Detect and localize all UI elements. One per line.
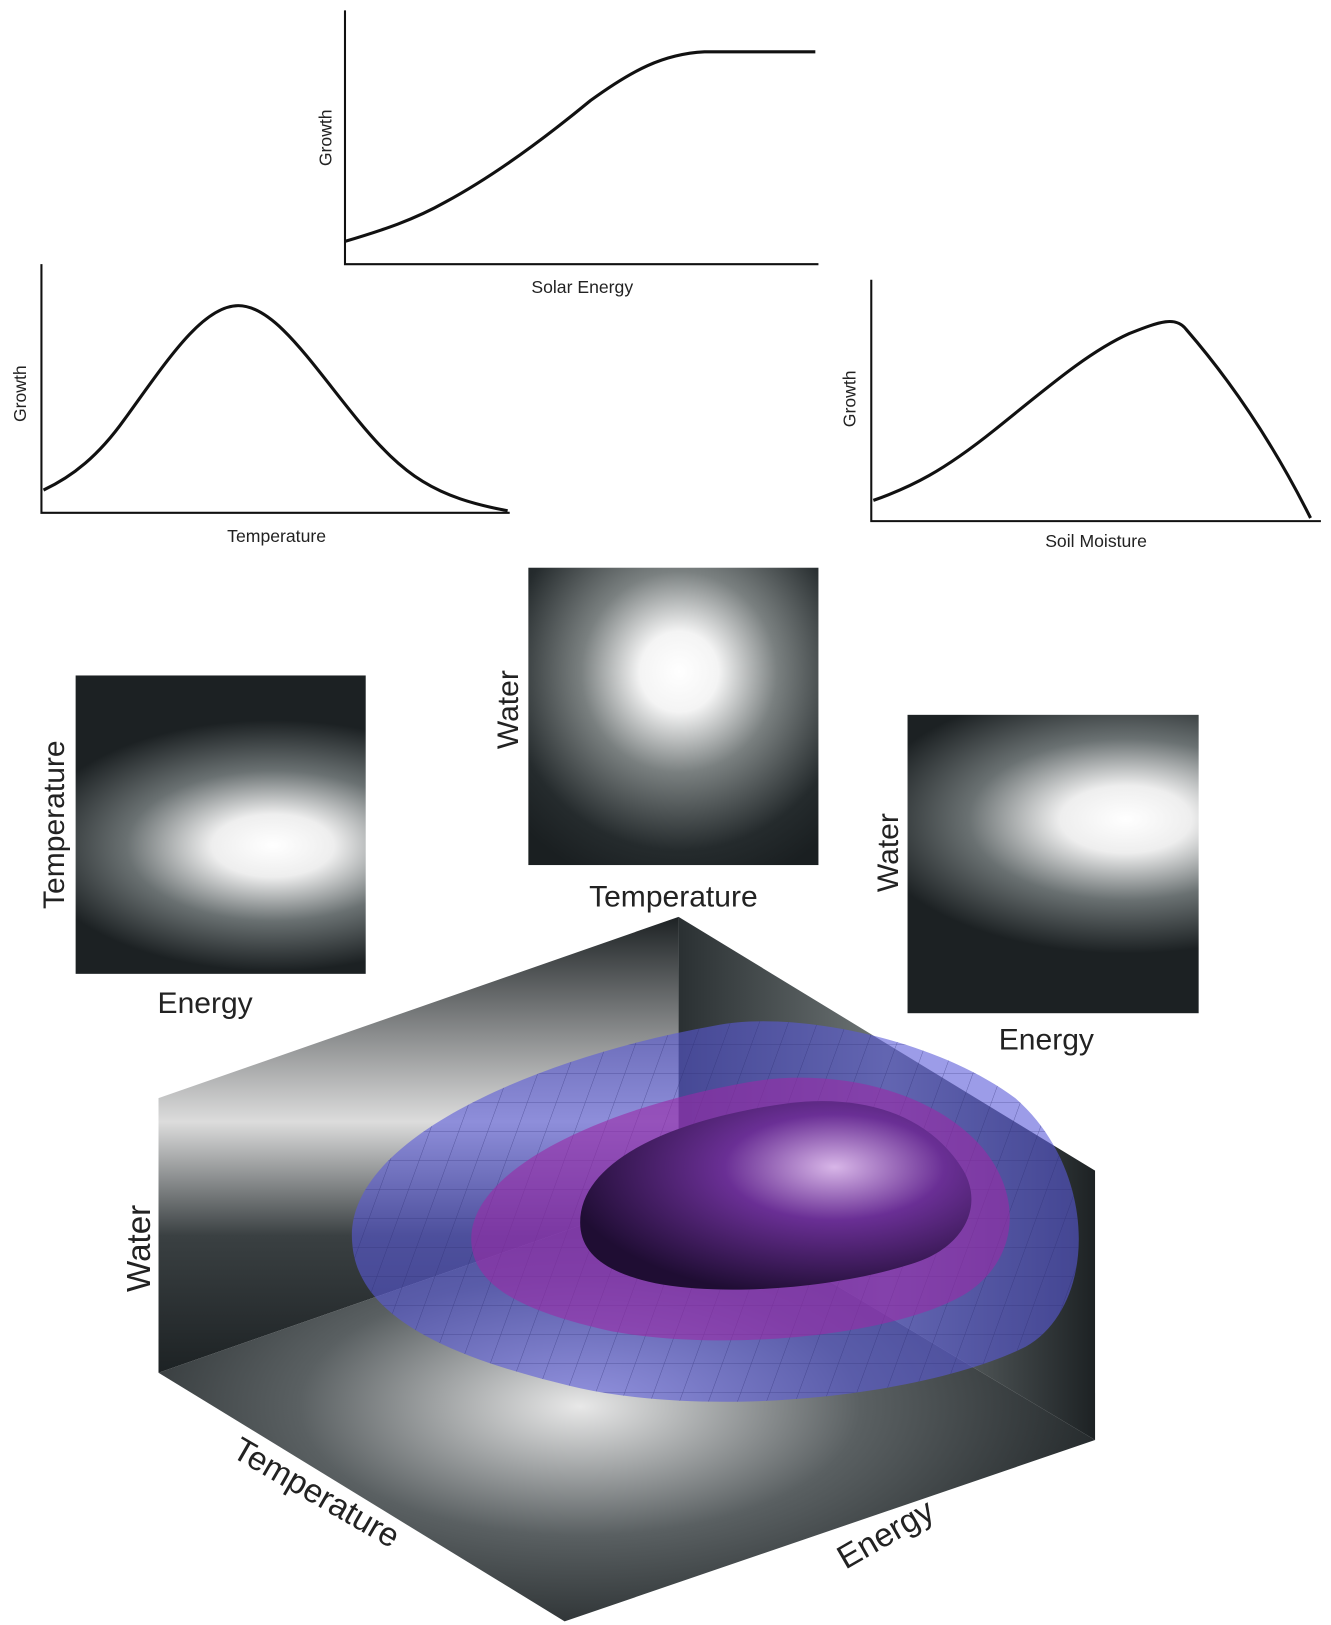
x-label: Energy bbox=[999, 1023, 1094, 1056]
content: Solar Energy Growth Temperature Growth S… bbox=[10, 10, 1321, 1622]
response-curve bbox=[872, 319, 1312, 519]
x-label: Energy bbox=[158, 987, 253, 1020]
x-label: Temperature bbox=[589, 881, 758, 914]
y-label: Growth bbox=[840, 370, 860, 427]
y-label: Temperature bbox=[38, 740, 71, 909]
axis bbox=[870, 279, 1321, 523]
heatmap bbox=[75, 675, 366, 974]
x-label: Soil Moisture bbox=[1045, 531, 1147, 551]
y-label: Water bbox=[492, 670, 525, 749]
heatmap bbox=[907, 714, 1199, 1014]
x-label: Solar Energy bbox=[531, 277, 633, 297]
axis bbox=[40, 264, 510, 514]
axis-label: Water bbox=[121, 1205, 158, 1292]
response-curve bbox=[42, 304, 508, 513]
y-label: Growth bbox=[10, 365, 30, 422]
x-label: Temperature bbox=[227, 526, 326, 546]
y-label: Growth bbox=[316, 109, 336, 166]
envelope-core bbox=[580, 1101, 972, 1290]
y-label: Water bbox=[872, 813, 905, 892]
axis bbox=[343, 10, 819, 266]
response-curve bbox=[344, 50, 816, 243]
heatmap bbox=[528, 567, 819, 866]
